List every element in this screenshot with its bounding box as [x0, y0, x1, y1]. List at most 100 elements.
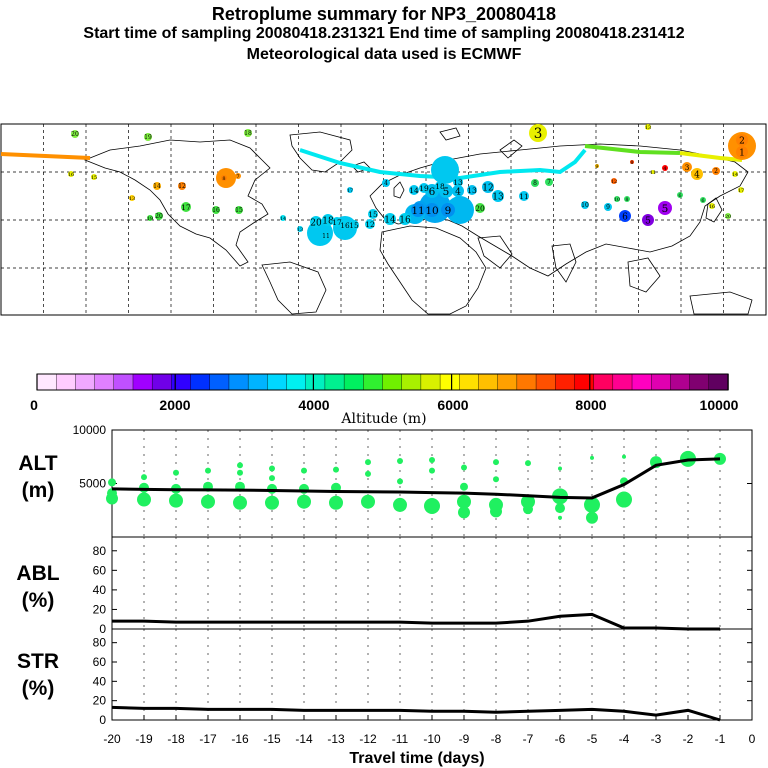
coast-japan — [705, 197, 723, 223]
map-day-label: 16 — [399, 215, 411, 225]
coast-uk — [393, 181, 405, 199]
map-day-marker — [642, 214, 654, 226]
panel-frame — [111, 628, 753, 721]
alt-scatter-point — [269, 465, 275, 472]
y-tick-label: 60 — [93, 563, 107, 577]
map-day-marker — [221, 175, 227, 181]
alt-scatter-point — [365, 459, 371, 466]
map-day-marker — [452, 185, 464, 197]
map-day-marker — [340, 220, 350, 230]
alt-scatter-point — [333, 466, 339, 473]
map-day-marker — [519, 191, 529, 201]
colorbar-cell — [36, 373, 57, 391]
map-day-label: 13 — [453, 178, 463, 187]
map-day-label: 8 — [533, 180, 537, 187]
colorbar-cell — [612, 373, 633, 391]
map-day-label: 13 — [492, 192, 504, 202]
x-tick-label: -18 — [167, 732, 185, 746]
alt-scatter-point — [558, 466, 562, 471]
alt-scatter-point — [521, 494, 535, 509]
map-day-label: 14 — [384, 215, 396, 225]
colorbar-cell — [574, 373, 595, 391]
map-day-label: 14 — [153, 183, 161, 190]
colorbar-cell — [420, 373, 441, 391]
alt-scatter-point — [139, 482, 149, 493]
map-day-marker — [725, 213, 731, 219]
alt-scatter-point — [361, 494, 375, 509]
map-day-marker — [147, 215, 153, 221]
map-day-label: 3 — [685, 163, 690, 172]
colorbar-cell — [631, 373, 652, 391]
map-day-marker — [614, 196, 620, 202]
colorbar-cell — [267, 373, 288, 391]
coast-svalbard — [439, 127, 461, 141]
alt-scatter-point — [108, 478, 116, 487]
map-day-label: 3 — [534, 126, 543, 142]
x-tick-label: -17 — [199, 732, 217, 746]
map-day-label: 11 — [650, 170, 656, 176]
map-day-marker — [619, 210, 631, 222]
colorbar-cell — [708, 373, 729, 391]
map-day-label: 12 — [611, 179, 617, 185]
colorbar-cell — [363, 373, 384, 391]
x-tick-label: 0 — [749, 732, 756, 746]
map-day-label: 15 — [91, 175, 97, 181]
map-day-marker — [322, 232, 330, 240]
sampling-times: Start time of sampling 20080418.231321 E… — [83, 25, 685, 42]
colorbar-cell — [343, 373, 365, 391]
map-day-marker — [611, 178, 617, 184]
map-day-label: 18 — [322, 216, 334, 226]
map-day-label: 14 — [280, 216, 286, 222]
colorbar-cell — [286, 373, 307, 391]
alt-scatter-point — [267, 483, 277, 494]
map-day-label: 4 — [384, 180, 388, 187]
map-day-label: 19 — [419, 184, 429, 193]
y-tick-label: 40 — [93, 674, 107, 688]
alt-scatter-point — [233, 495, 247, 510]
y-tick-label: 20 — [93, 694, 107, 708]
x-tick-label: -2 — [683, 732, 694, 746]
map-day-label: 15 — [368, 210, 378, 219]
y-axis-label: ABL — [16, 562, 59, 585]
coast-se-asia — [627, 257, 661, 293]
map-day-marker — [178, 182, 186, 190]
chart-title: Retroplume summary for NP3_20080418 — [211, 4, 557, 24]
panel-abl-line — [112, 612, 720, 631]
alt-scatter-point — [490, 505, 502, 518]
alt-scatter-point — [493, 459, 499, 466]
x-tick-label: -8 — [491, 732, 502, 746]
map-day-label: 4 — [455, 187, 461, 197]
map-day-marker — [581, 201, 589, 209]
map-day-label: 11 — [519, 192, 529, 201]
map-day-marker — [68, 171, 74, 177]
coast-africa — [379, 225, 487, 315]
x-tick-label: -15 — [263, 732, 281, 746]
map-day-label: 2 — [739, 136, 745, 146]
alt-scatter-point — [429, 456, 435, 463]
map-day-marker — [677, 192, 683, 198]
map-day-label: 13 — [645, 125, 651, 131]
alt-scatter-point — [365, 470, 371, 477]
altitude-colorbar: 0 2000 4000 6000 8000 10000 Altitude (m) — [30, 373, 739, 427]
colorbar-tick-8000: 8000 — [575, 397, 606, 413]
x-tick-label: -7 — [523, 732, 534, 746]
map-day-label: 20 — [725, 214, 731, 220]
y-axis-label: STR — [17, 650, 59, 673]
x-tick-label: -6 — [555, 732, 566, 746]
colorbar-cell — [401, 373, 422, 391]
map-day-label: 13 — [467, 186, 477, 195]
map-day-label: 4 — [663, 166, 666, 172]
alt-scatter-point — [586, 511, 598, 524]
colorbar-cell — [94, 373, 115, 391]
map-day-marker — [492, 190, 504, 202]
map-day-marker — [475, 203, 485, 213]
y-tick-label: 40 — [93, 583, 107, 597]
map-day-marker — [651, 170, 655, 174]
map-day-label: 8 — [222, 176, 225, 182]
alt-scatter-point — [424, 497, 440, 514]
colorbar-cell — [439, 373, 460, 391]
y-tick-label: 10000 — [73, 423, 107, 437]
coast-australia — [689, 291, 753, 315]
coast-south-america — [261, 261, 327, 315]
